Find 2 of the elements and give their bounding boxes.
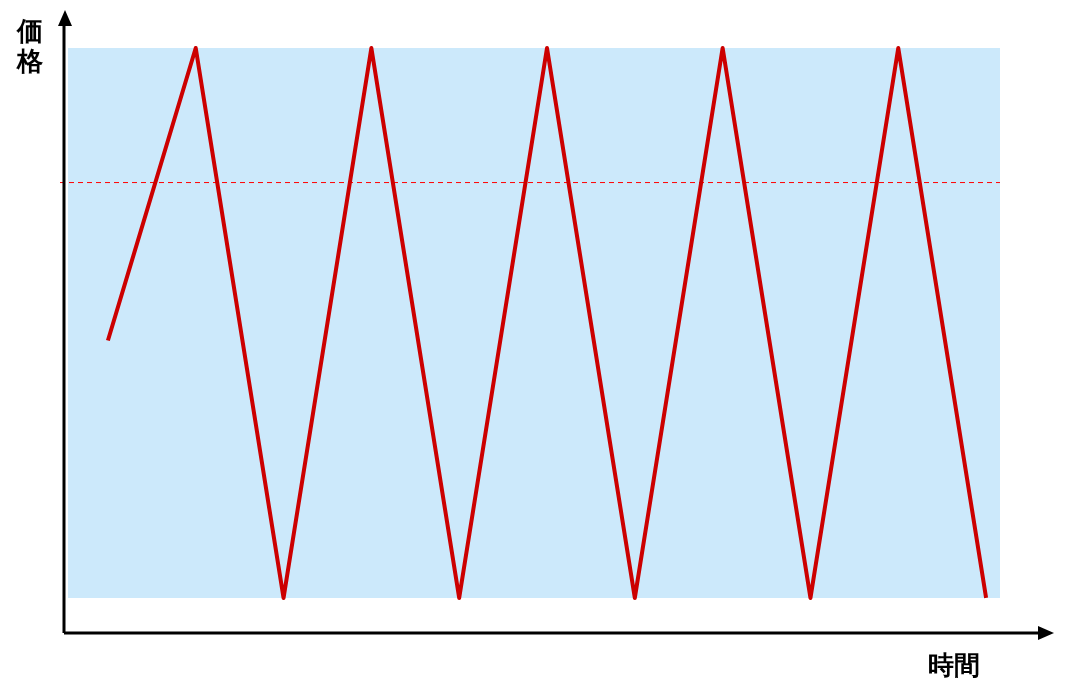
x-axis-title: 時間 [928,649,980,682]
y-axis-title: 価格 [16,16,44,76]
